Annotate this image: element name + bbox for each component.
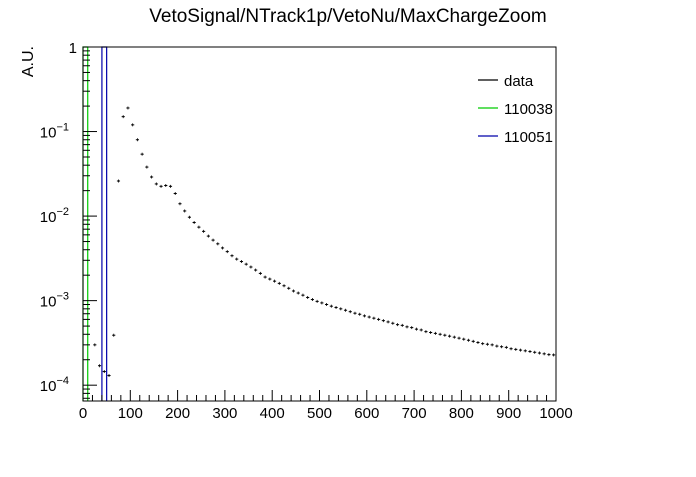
y-axis-label: A.U. xyxy=(20,46,37,77)
y-tick-label: 10−1 xyxy=(40,122,69,142)
legend-label-110051: 110051 xyxy=(504,129,553,146)
legend: data 110038 110051 xyxy=(478,73,553,146)
x-tick-label: 600 xyxy=(354,405,379,422)
y-tick-label: 1 xyxy=(69,40,77,57)
x-tick-label: 500 xyxy=(307,405,332,422)
x-tick-label: 400 xyxy=(260,405,285,422)
y-tick-label: 10−2 xyxy=(40,206,69,226)
x-tick-label: 200 xyxy=(165,405,190,422)
x-tick-label: 100 xyxy=(118,405,143,422)
x-tick-label: 0 xyxy=(79,405,87,422)
x-tick-label: 1000 xyxy=(539,405,572,422)
x-tick-label: 300 xyxy=(212,405,237,422)
legend-label-data: data xyxy=(504,73,534,90)
x-tick-label: 700 xyxy=(402,405,427,422)
x-tick-label: 800 xyxy=(449,405,474,422)
plot-area: 0 100 200 300 400 500 600 700 800 900 1000 10−4 10−3… xyxy=(40,40,573,422)
y-tick-label: 10−3 xyxy=(40,291,69,311)
legend-label-110038: 110038 xyxy=(504,101,553,118)
chart-title: VetoSignal/NTrack1p/VetoNu/MaxChargeZoom xyxy=(149,6,546,27)
x-tick-label: 900 xyxy=(496,405,521,422)
y-tick-label: 10−4 xyxy=(40,375,69,395)
